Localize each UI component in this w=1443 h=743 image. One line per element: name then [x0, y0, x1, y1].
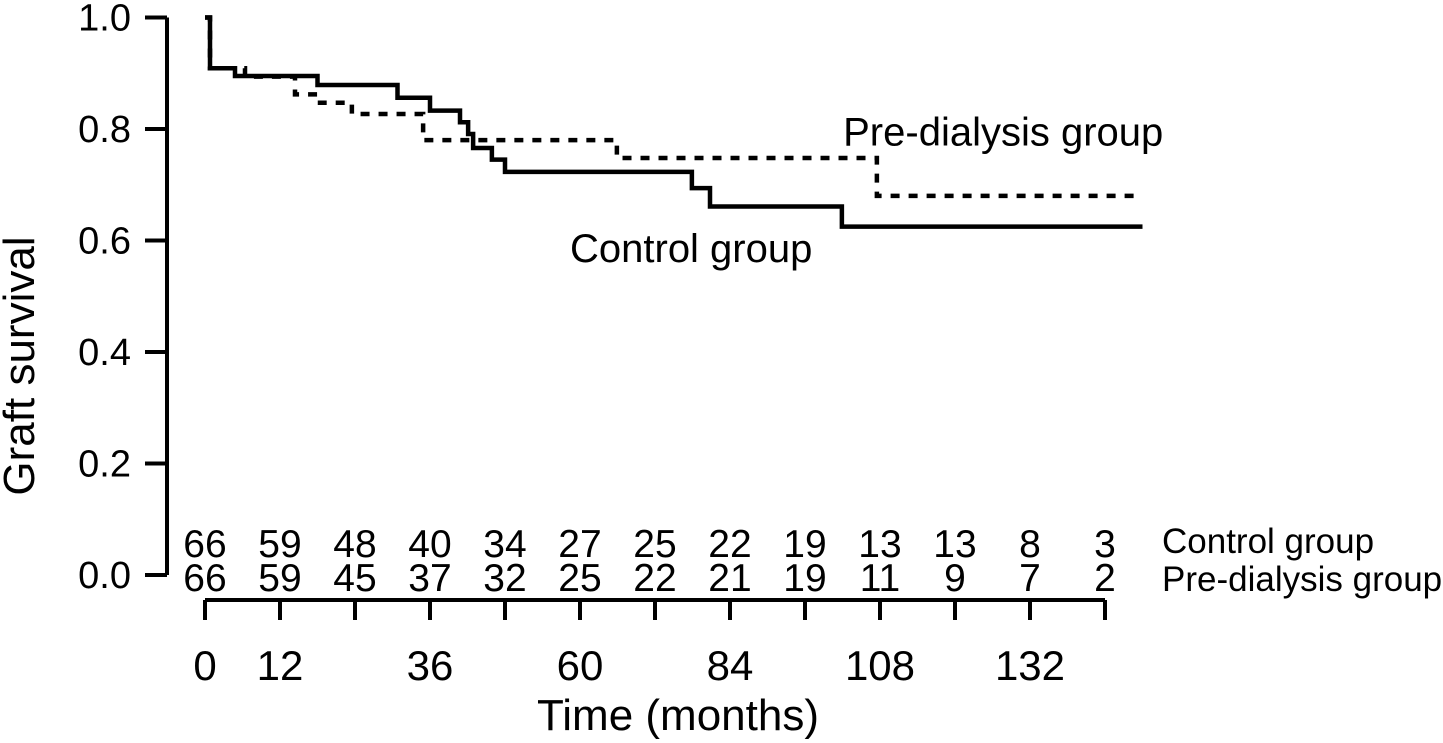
x-axis: 0 12 36 60 84 108 132	[193, 598, 1107, 689]
risk-count: 19	[783, 557, 826, 600]
x-tick-label: 108	[845, 642, 915, 689]
risk-count: 45	[333, 557, 376, 600]
y-tick-label: 1.0	[78, 0, 131, 40]
risk-count: 3	[1094, 523, 1116, 566]
y-tick-label: 0.4	[78, 332, 131, 374]
y-tick-label: 0.0	[78, 555, 131, 597]
risk-count: 13	[858, 523, 901, 566]
x-tick-label: 132	[995, 642, 1065, 689]
risk-table-row-pre-dialysis: 66 59 45 37 32 25 22 21 19 11 9 7 2 Pre-dialysis grou…	[183, 557, 1442, 600]
risk-count: 7	[1019, 557, 1041, 600]
risk-count: 8	[1019, 523, 1041, 566]
y-axis-title: Graft survival	[0, 236, 44, 495]
risk-count: 48	[333, 523, 376, 566]
y-tick-label: 0.6	[78, 221, 131, 263]
pre-dialysis-group-curve-label: Pre-dialysis group	[843, 111, 1163, 155]
curve-annotations: Pre-dialysis group Control group	[570, 111, 1163, 272]
risk-count: 25	[633, 523, 676, 566]
x-tick-label: 0	[193, 642, 216, 689]
risk-table-row-control: 66 59 48 40 34 27 25 22 19 13 13 8 3 Control group	[183, 522, 1374, 566]
risk-count: 40	[408, 523, 451, 566]
risk-count: 59	[258, 557, 301, 600]
risk-count: 19	[783, 523, 826, 566]
risk-count: 66	[183, 523, 226, 566]
risk-count: 9	[944, 557, 966, 600]
x-axis-title: Time (months)	[537, 691, 819, 740]
risk-count: 22	[708, 523, 751, 566]
risk-count: 27	[558, 523, 601, 566]
risk-count: 34	[483, 523, 526, 566]
risk-row-label-pre-dialysis: Pre-dialysis group	[1162, 560, 1442, 599]
x-tick-label: 36	[407, 642, 454, 689]
x-tick-label: 12	[257, 642, 304, 689]
risk-count: 37	[408, 557, 451, 600]
risk-count: 25	[558, 557, 601, 600]
risk-count: 22	[633, 557, 676, 600]
risk-count: 11	[860, 557, 901, 600]
risk-count: 13	[933, 523, 976, 566]
series-lines	[205, 15, 1143, 229]
x-tick-label: 84	[707, 642, 754, 689]
x-tick-label: 60	[557, 642, 604, 689]
control-group-curve-label: Control group	[570, 227, 812, 271]
risk-row-label-control: Control group	[1162, 522, 1374, 561]
risk-count: 59	[258, 523, 301, 566]
y-tick-label: 0.8	[78, 109, 131, 151]
risk-count: 2	[1094, 557, 1116, 600]
risk-count: 21	[708, 557, 751, 600]
y-axis: 0.0 0.2 0.4 0.6 0.8 1.0	[78, 0, 169, 597]
risk-count: 66	[183, 557, 226, 600]
y-tick-label: 0.2	[78, 444, 131, 486]
pre-dialysis-group-curve	[205, 15, 1140, 199]
risk-count: 32	[483, 557, 526, 600]
